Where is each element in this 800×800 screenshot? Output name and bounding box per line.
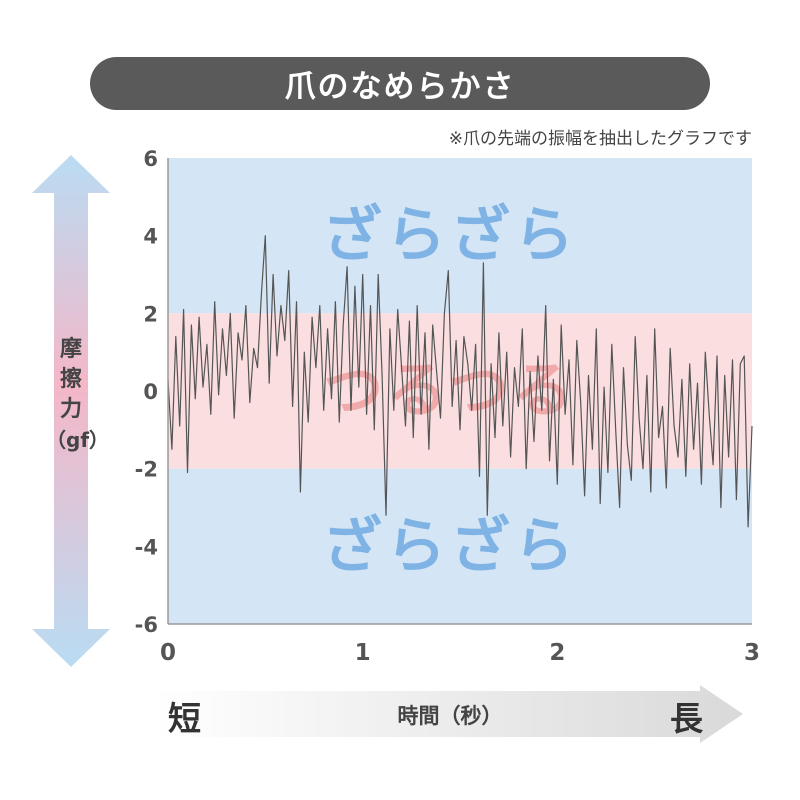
x-tick-label: 0 [160,640,176,666]
y-label-char: 摩 [59,337,82,362]
y-tick-label: -4 [135,535,158,559]
x-axis-label: 時間（秒） [397,704,503,728]
y-tick-label: 0 [143,380,158,404]
x-tick-label: 3 [744,640,760,666]
signal-line [167,235,753,528]
y-axis-label: 摩 擦 力 （gf） [46,335,109,455]
x-axis-arrow-icon [155,685,743,743]
x-axis-long-label: 長 [670,699,703,738]
y-label-char: 力 [59,397,82,422]
y-tick-label: -6 [135,613,158,637]
y-tick-label: 6 [143,147,158,171]
rough-zone-band [168,468,752,624]
y-axis-arrow-icon [32,155,110,667]
chart-title: 爪のなめらかさ [90,57,710,110]
rough-zone-label: ざらざら [322,201,578,271]
y-tick-label: 4 [143,225,158,249]
x-tick-label: 2 [549,640,565,666]
y-tick-label: 2 [143,302,158,326]
rough-zone-label: ざらざら [322,511,578,581]
y-tick-label: -2 [135,458,158,482]
chart-note: ※爪の先端の振幅を抽出したグラフです [448,129,752,149]
y-label-char: 擦 [59,367,82,392]
x-tick-label: 1 [355,640,371,666]
x-axis-short-label: 短 [168,699,201,738]
